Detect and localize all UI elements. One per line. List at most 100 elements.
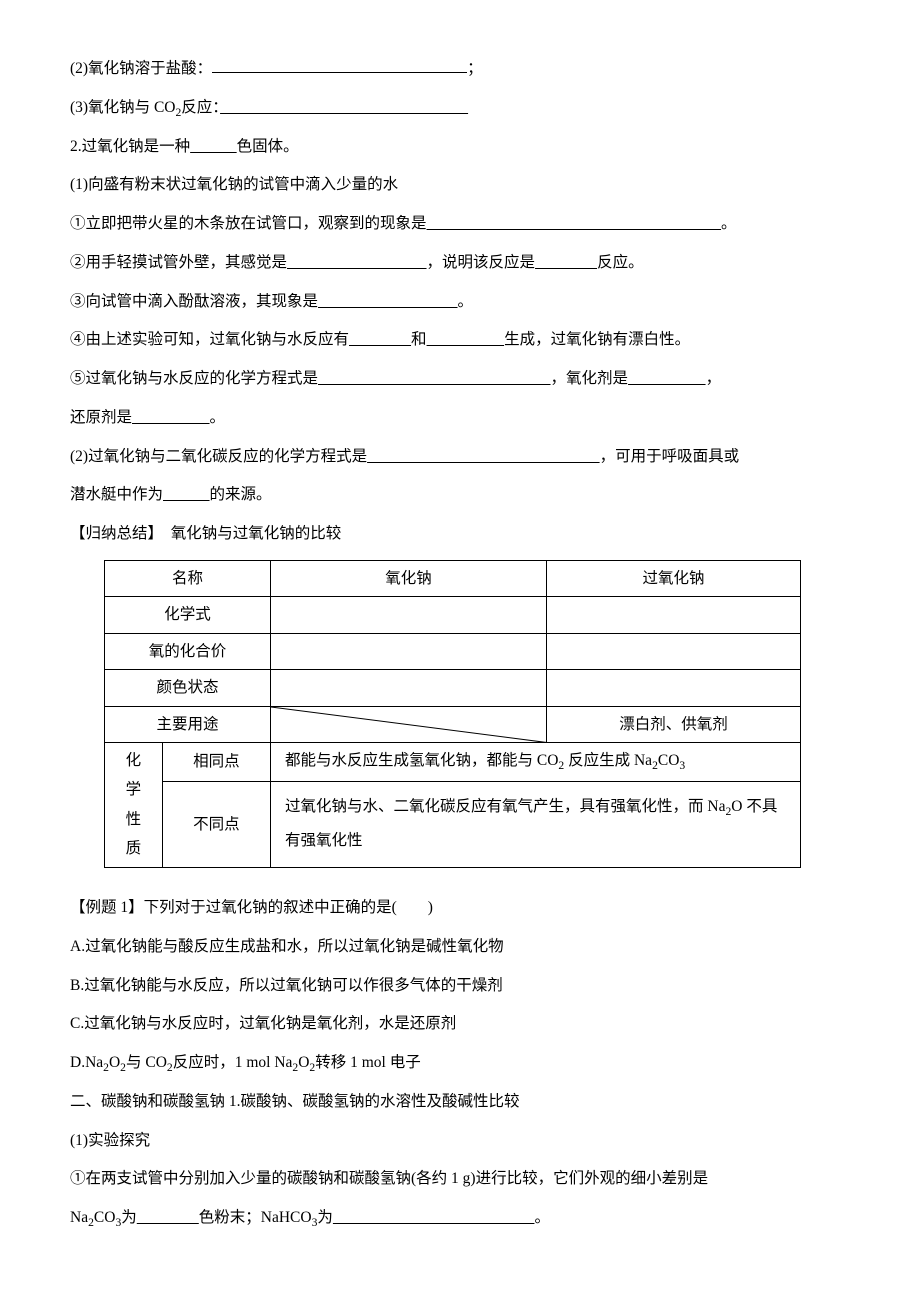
line-q2: (2)氧化钠溶于盐酸： ； [70, 50, 835, 89]
text: 色固体。 [237, 138, 299, 155]
line-sub1: (1)向盛有粉末状过氧化钠的试管中滴入少量的水 [70, 166, 835, 205]
cell-diff-value: 过氧化钠与水、二氧化碳反应有氧气产生，具有强氧化性，而 Na2O 不具有强氧化性 [271, 782, 801, 867]
cell-diff-label: 不同点 [162, 782, 270, 867]
line-sub2b: 潜水艇中作为 的来源。 [70, 476, 835, 515]
text: 与 CO [126, 1054, 167, 1071]
text: ①在两支试管中分别加入少量的碳酸钠和碳酸氢钠(各约 1 g)进行比较，它们外观的… [70, 1170, 708, 1187]
spacer [70, 874, 835, 890]
text: ④由上述实验可知，过氧化钠与水反应有 [70, 331, 349, 348]
blank [212, 55, 467, 73]
table-row: 化 学 性 质 相同点 都能与水反应生成氢氧化钠，都能与 CO2 反应生成 Na… [105, 742, 801, 781]
cell-color-label: 颜色状态 [105, 670, 271, 706]
text: ； [467, 60, 483, 77]
comparison-table: 名称 氧化钠 过氧化钠 化学式 氧的化合价 颜色状态 主要用途 漂白剂、供氧剂 … [104, 560, 801, 868]
text: 化 [126, 752, 142, 769]
text: 还原剂是 [70, 409, 132, 426]
text: 【归纳总结】 氧化钠与过氧化钠的比较 [70, 525, 341, 542]
cell-same-label: 相同点 [162, 742, 270, 781]
text: 都能与水反应生成氢氧化钠，都能与 CO [285, 752, 558, 769]
text: 为 [317, 1209, 333, 1226]
cell-empty [271, 633, 547, 669]
blank [318, 370, 551, 387]
text: CO [658, 752, 680, 769]
text: (2)氧化钠溶于盐酸： [70, 60, 212, 77]
text: 性 [126, 811, 142, 828]
cell-na2o2: 过氧化钠 [547, 560, 801, 596]
table-row: 主要用途 漂白剂、供氧剂 [105, 706, 801, 742]
cell-empty [271, 670, 547, 706]
cell-valence-label: 氧的化合价 [105, 633, 271, 669]
table-row: 氧的化合价 [105, 633, 801, 669]
cell-empty [547, 597, 801, 633]
cell-empty [271, 597, 547, 633]
sub-1: (1)实验探究 [70, 1122, 835, 1161]
text: A.过氧化钠能与酸反应生成盐和水，所以过氧化钠是碱性氧化物 [70, 938, 504, 955]
blank [220, 99, 468, 116]
cell-empty [547, 670, 801, 706]
text: 学 [126, 781, 142, 798]
cell-chemprop-label: 化 学 性 质 [105, 742, 163, 867]
text: 反应时，1 mol Na [173, 1054, 293, 1071]
text: ，可用于呼吸面具或 [600, 448, 740, 465]
text: 。 [721, 215, 737, 232]
text: 生成，过氧化钠有漂白性。 [504, 331, 690, 348]
text: ①立即把带火星的木条放在试管口，观察到的现象是 [70, 215, 427, 232]
cell-na2o: 氧化钠 [271, 560, 547, 596]
text: C.过氧化钠与水反应时，过氧化钠是氧化剂，水是还原剂 [70, 1015, 456, 1032]
text: ③向试管中滴入酚酞溶液，其现象是 [70, 293, 318, 310]
blank [349, 331, 411, 348]
blank [367, 448, 600, 465]
table-row: 颜色状态 [105, 670, 801, 706]
text: 二、碳酸钠和碳酸氢钠 1.碳酸钠、碳酸氢钠的水溶性及酸碱性比较 [70, 1093, 520, 1110]
text: 和 [411, 331, 427, 348]
blank [132, 409, 210, 426]
item-1b: Na2CO3为 色粉末；NaHCO3为 。 [70, 1199, 835, 1238]
text: Na [70, 1209, 88, 1226]
text: (3)氧化钠与 CO [70, 99, 175, 116]
line-item3: ③向试管中滴入酚酞溶液，其现象是 。 [70, 283, 835, 322]
blank [163, 486, 210, 503]
text: 转移 1 mol 电子 [315, 1054, 421, 1071]
text: ，说明该反应是 [427, 254, 536, 271]
section-2: 二、碳酸钠和碳酸氢钠 1.碳酸钠、碳酸氢钠的水溶性及酸碱性比较 [70, 1083, 835, 1122]
text: 潜水艇中作为 [70, 486, 163, 503]
blank [427, 331, 505, 348]
blank [190, 138, 237, 155]
text: 。 [210, 409, 226, 426]
line-item1: ①立即把带火星的木条放在试管口，观察到的现象是 。 [70, 205, 835, 244]
blank [287, 254, 427, 271]
option-c: C.过氧化钠与水反应时，过氧化钠是氧化剂，水是还原剂 [70, 1005, 835, 1044]
cell-empty [547, 633, 801, 669]
text: D.Na [70, 1054, 103, 1071]
example-1: 【例题 1】下列对于过氧化钠的叙述中正确的是( ) [70, 889, 835, 928]
diagonal-line-icon [271, 707, 546, 742]
line-item5b: 还原剂是 。 [70, 399, 835, 438]
cell-use-label: 主要用途 [105, 706, 271, 742]
text: 质 [126, 840, 142, 857]
sub: 3 [679, 760, 685, 773]
item-1: ①在两支试管中分别加入少量的碳酸钠和碳酸氢钠(各约 1 g)进行比较，它们外观的… [70, 1160, 835, 1199]
option-a: A.过氧化钠能与酸反应生成盐和水，所以过氧化钠是碱性氧化物 [70, 928, 835, 967]
table-row: 不同点 过氧化钠与水、二氧化碳反应有氧气产生，具有强氧化性，而 Na2O 不具有… [105, 782, 801, 867]
text: ， [706, 370, 722, 387]
text: 2.过氧化钠是一种 [70, 138, 190, 155]
text: O [298, 1054, 309, 1071]
text: (1)向盛有粉末状过氧化钠的试管中滴入少量的水 [70, 176, 398, 193]
blank [318, 293, 458, 310]
text: (2)过氧化钠与二氧化碳反应的化学方程式是 [70, 448, 367, 465]
blank [333, 1209, 535, 1226]
cell-diagonal [271, 706, 547, 742]
table-row: 化学式 [105, 597, 801, 633]
line-item2: ②用手轻摸试管外壁，其感觉是 ，说明该反应是 反应。 [70, 244, 835, 283]
line-item4: ④由上述实验可知，过氧化钠与水反应有 和 生成，过氧化钠有漂白性。 [70, 321, 835, 360]
cell-formula-label: 化学式 [105, 597, 271, 633]
table-row: 名称 氧化钠 过氧化钠 [105, 560, 801, 596]
text: 反应： [181, 99, 220, 116]
text: 。 [458, 293, 474, 310]
text: (1)实验探究 [70, 1132, 150, 1149]
line-item5: ⑤过氧化钠与水反应的化学方程式是 ，氧化剂是 ， [70, 360, 835, 399]
option-d: D.Na2O2与 CO2反应时，1 mol Na2O2转移 1 mol 电子 [70, 1044, 835, 1083]
text: B.过氧化钠能与水反应，所以过氧化钠可以作很多气体的干燥剂 [70, 977, 503, 994]
blank [535, 254, 597, 271]
cell-same-value: 都能与水反应生成氢氧化钠，都能与 CO2 反应生成 Na2CO3 [271, 742, 801, 781]
